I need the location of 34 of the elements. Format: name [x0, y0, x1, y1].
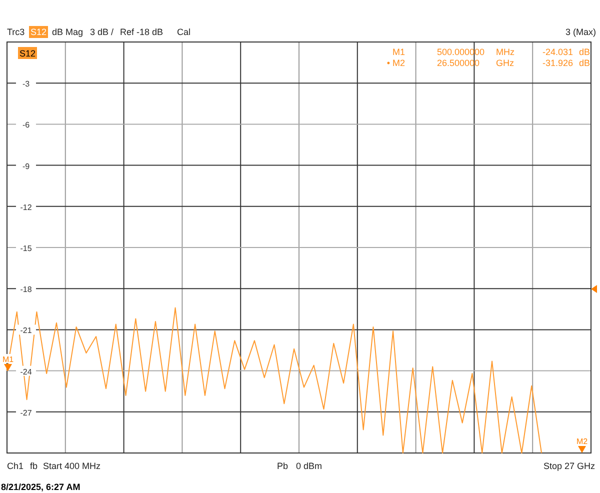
annotation: dB	[578, 58, 590, 68]
annotation: -24.031	[542, 47, 573, 57]
text: 3 (Max)	[565, 27, 596, 37]
annotation: • M2	[386, 58, 405, 68]
text: 3 dB /	[90, 27, 114, 37]
annotation: MHz	[496, 47, 515, 57]
text: Pb	[277, 461, 288, 471]
annotation: dB	[578, 47, 590, 57]
y-tick-label: -27	[20, 408, 32, 418]
text: Stop 27 GHz	[543, 461, 596, 471]
y-tick-label: -24	[20, 367, 32, 376]
annotation: GHz	[496, 58, 514, 68]
text: Trc3	[7, 27, 25, 37]
text: Cal	[177, 27, 191, 37]
text: 0 dBm	[296, 461, 322, 471]
legend-label: S12	[19, 48, 36, 58]
y-tick-label: -6	[22, 120, 30, 130]
text: 8/21/2025, 6:27 AM	[1, 482, 80, 492]
text: fb	[30, 461, 38, 471]
annotation: M2	[576, 437, 588, 446]
annotation: M1	[392, 47, 405, 57]
annotation: -31.926	[542, 58, 573, 68]
annotation: M1	[2, 355, 14, 364]
y-tick-label: -3	[22, 80, 30, 89]
text: dB Mag	[52, 27, 84, 37]
text: Ch1	[7, 461, 24, 471]
y-tick-label: -21	[20, 326, 32, 336]
y-tick-label: -18	[20, 285, 32, 294]
y-tick-label: -9	[22, 162, 30, 171]
text: S12	[30, 27, 47, 37]
y-tick-label: -15	[20, 244, 32, 253]
text: Ref -18 dB	[120, 27, 164, 37]
y-tick-label: -12	[20, 202, 32, 212]
text: Start 400 MHz	[43, 461, 102, 471]
